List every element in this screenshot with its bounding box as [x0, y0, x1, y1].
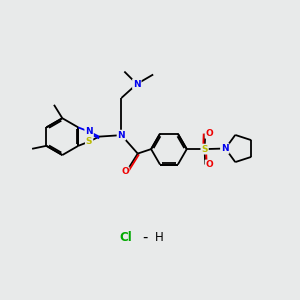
Text: O: O [121, 167, 129, 176]
Text: Cl: Cl [120, 231, 133, 244]
Text: O: O [205, 129, 213, 138]
Text: N: N [133, 80, 141, 88]
Text: N: N [85, 127, 93, 136]
Text: N: N [118, 130, 125, 140]
Text: -: - [142, 230, 147, 245]
Text: S: S [201, 145, 208, 154]
Text: S: S [86, 137, 92, 146]
Text: O: O [205, 160, 213, 169]
Text: N: N [221, 144, 229, 153]
Text: H: H [155, 231, 164, 244]
